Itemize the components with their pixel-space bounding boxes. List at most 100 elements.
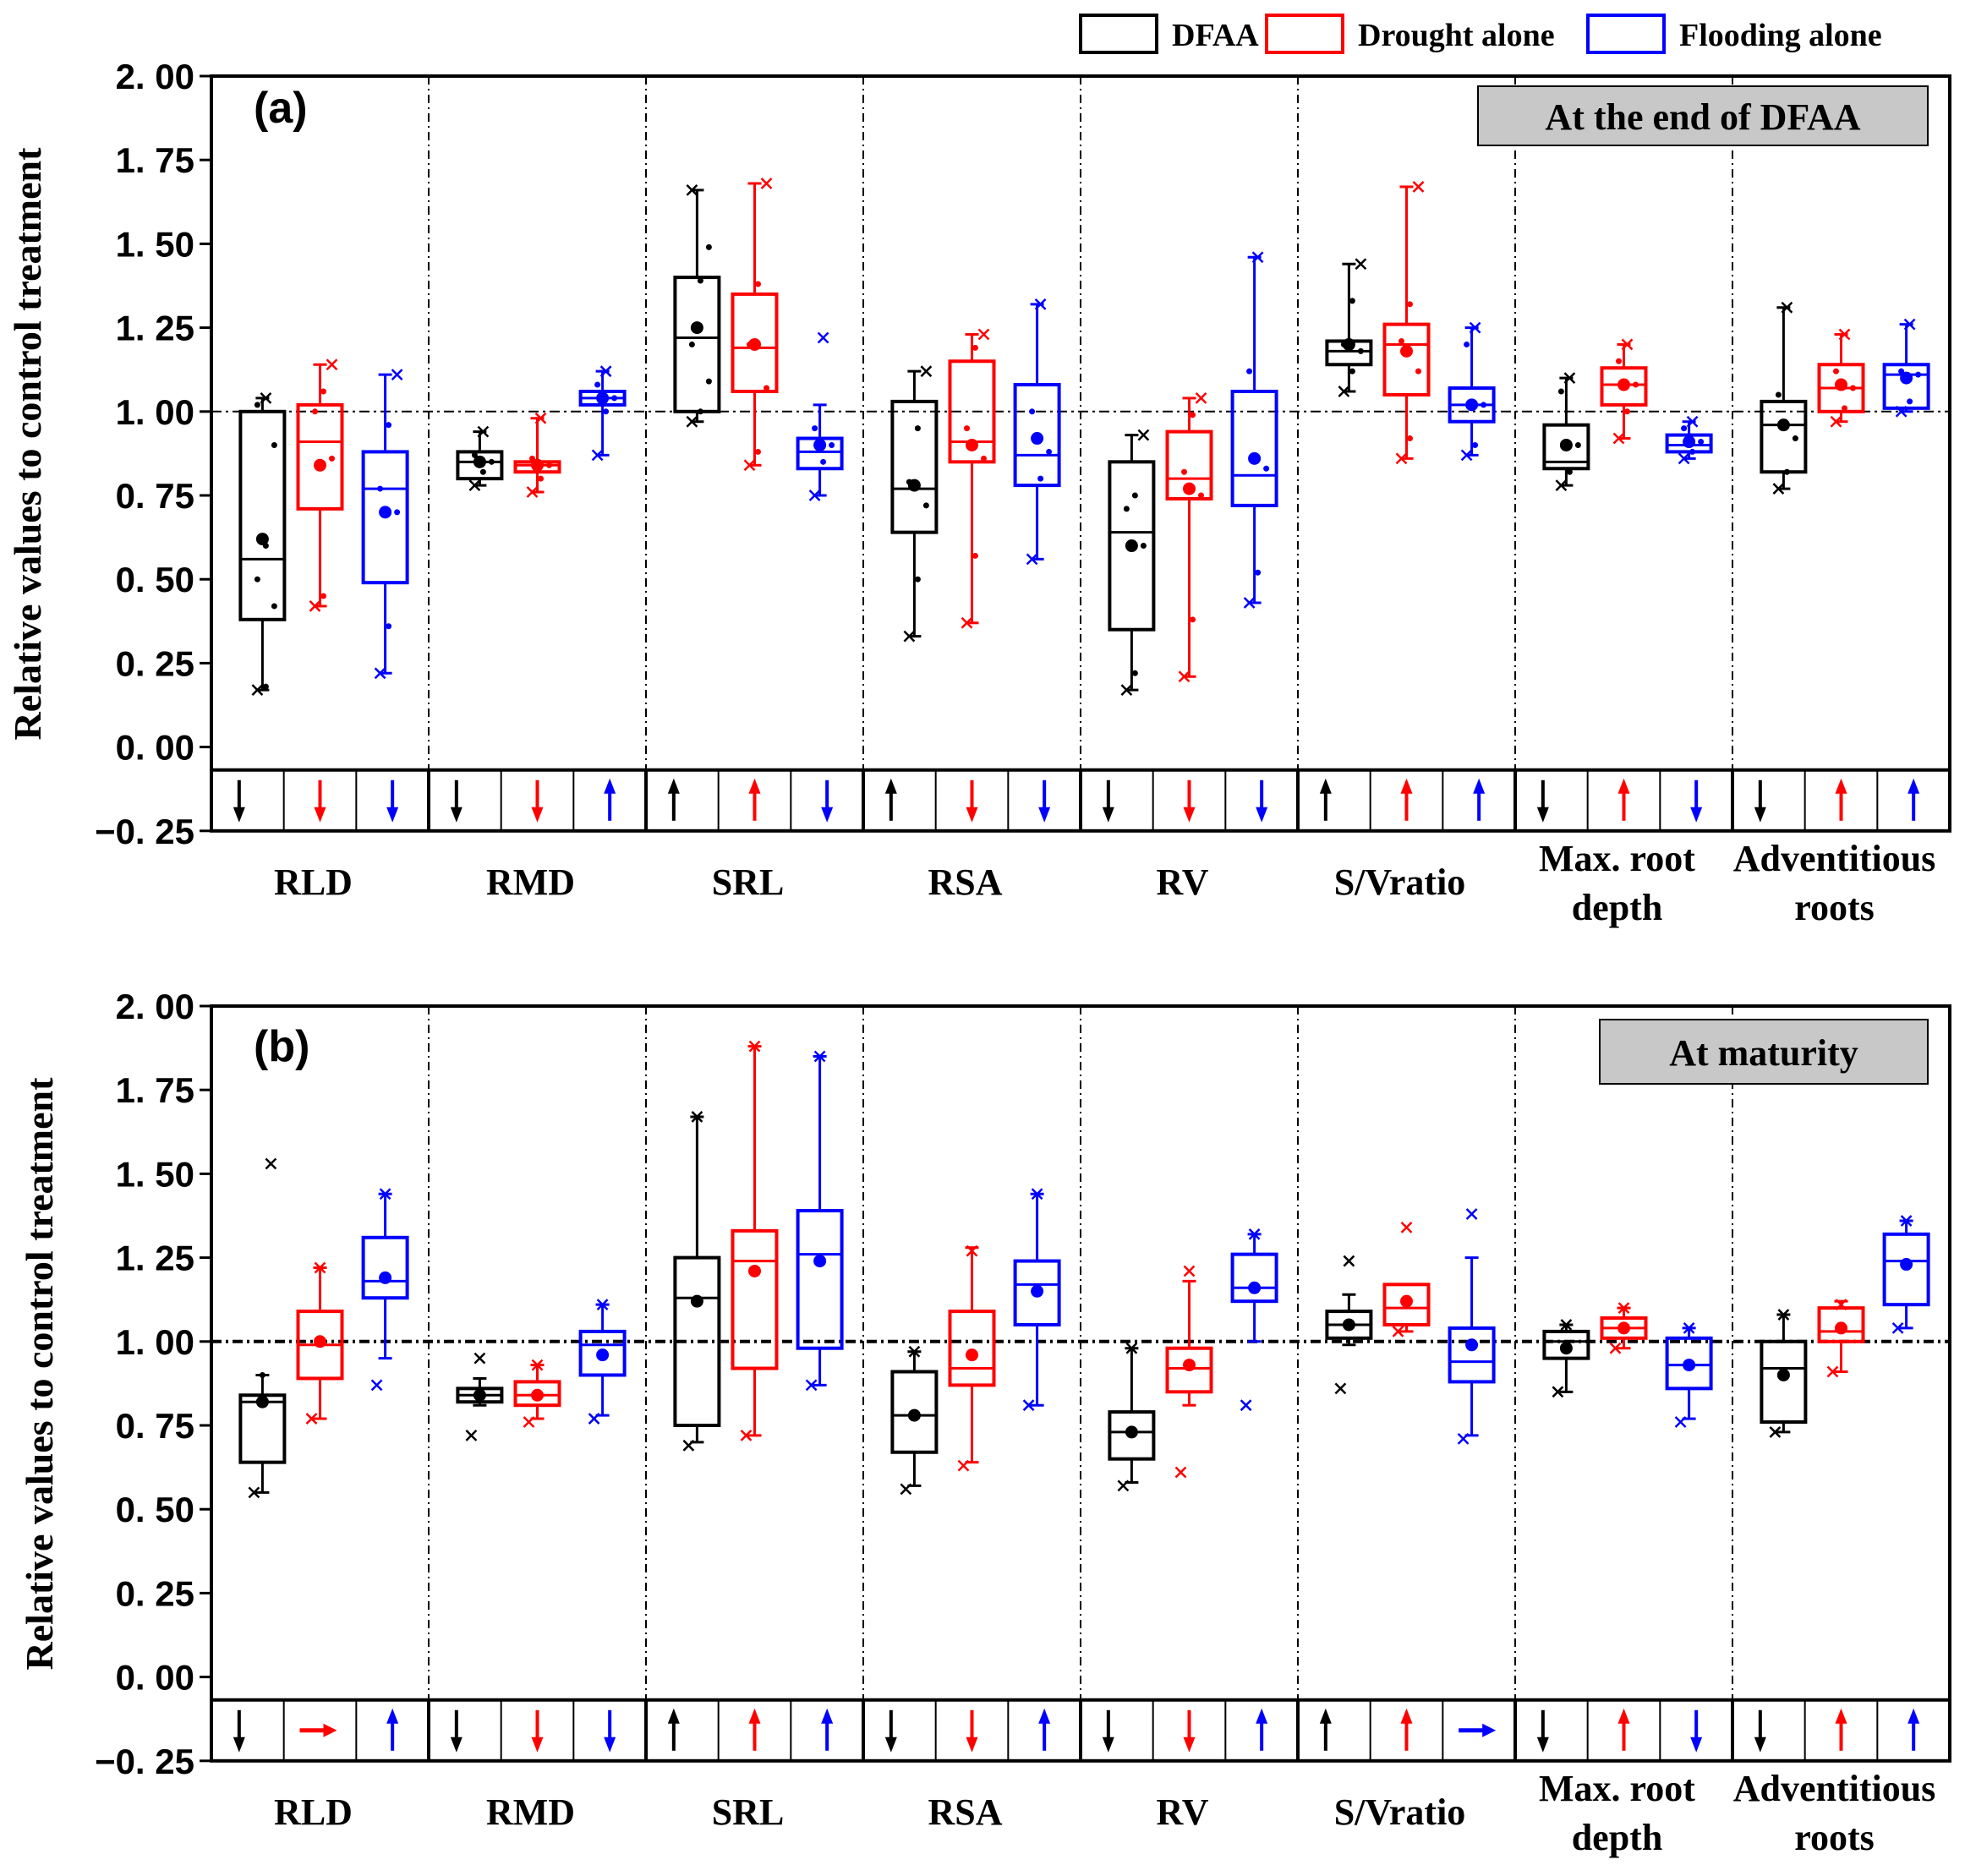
extreme-marker	[596, 1299, 609, 1311]
extreme-marker	[743, 459, 756, 472]
y-tick-label: 0. 00	[116, 1658, 194, 1698]
trend-arrowhead	[1536, 1737, 1549, 1753]
data-point	[329, 455, 335, 462]
box	[1542, 423, 1590, 471]
trend-arrowhead	[1319, 1708, 1332, 1724]
data-point	[259, 1371, 265, 1378]
trend-arrowhead	[1038, 807, 1051, 823]
data-point	[1357, 347, 1364, 354]
data-point	[603, 408, 610, 415]
data-point	[1915, 371, 1922, 378]
extreme-marker	[1835, 1299, 1847, 1311]
extreme-marker	[248, 1486, 260, 1499]
extreme-marker	[748, 1040, 761, 1053]
mean-point	[813, 438, 827, 451]
data-point	[1681, 425, 1688, 432]
box	[1665, 433, 1713, 454]
trend-arrowhead	[667, 778, 680, 794]
mean-point	[1559, 438, 1573, 451]
extreme-marker	[1343, 1255, 1355, 1267]
trend-arrowhead	[1400, 1708, 1413, 1724]
extreme-marker	[374, 667, 386, 680]
category-label: RLD	[274, 1791, 353, 1833]
category-label: RMD	[486, 861, 575, 903]
y-tick-label: 0. 50	[116, 560, 194, 599]
mean-point	[1617, 1321, 1630, 1335]
y-tick-label: −0. 25	[95, 1742, 194, 1781]
data-point	[377, 485, 384, 492]
trend-arrowhead	[1102, 1737, 1114, 1753]
extreme-marker	[326, 358, 338, 371]
extreme-marker	[1838, 328, 1851, 341]
box	[796, 1209, 844, 1350]
panel-b: 2. 00 1. 75 1. 50 1. 25 1. 00 0. 75 0. 50 0. 25…	[18, 987, 1951, 1858]
category-label: RSA	[928, 1791, 1002, 1833]
mean-point	[748, 1264, 761, 1277]
data-point	[1190, 412, 1196, 418]
trend-arrowhead	[604, 778, 616, 794]
extreme-marker	[1621, 338, 1634, 351]
y-tick-label: 0. 25	[116, 643, 194, 683]
extreme-marker	[599, 365, 612, 378]
data-point	[254, 576, 260, 582]
box	[456, 450, 504, 481]
mean-point	[1031, 432, 1044, 446]
box	[1448, 1326, 1496, 1384]
data-point	[1407, 435, 1413, 442]
mean-point	[1248, 451, 1262, 465]
box	[238, 1393, 287, 1464]
mean-point	[907, 479, 921, 492]
data-point	[705, 243, 712, 250]
mean-point	[690, 321, 703, 335]
panel-title: At the end of DFAA	[1545, 96, 1860, 138]
data-point	[320, 388, 326, 395]
extreme-marker	[1674, 1416, 1687, 1428]
data-point	[546, 462, 552, 468]
data-point	[394, 509, 401, 516]
box	[513, 1380, 561, 1408]
data-point	[1464, 341, 1470, 347]
extreme-marker	[900, 1483, 912, 1496]
box	[1165, 1346, 1213, 1394]
y-tick-label: 0. 75	[116, 476, 194, 516]
mean-point	[596, 391, 610, 405]
extreme-marker	[1338, 386, 1350, 397]
trend-arrowhead	[1690, 807, 1703, 823]
trend-arrowhead	[314, 807, 326, 823]
extreme-marker	[1395, 452, 1408, 465]
category-label: RV	[1156, 861, 1208, 903]
data-point	[1624, 408, 1630, 415]
extreme-marker	[370, 1379, 383, 1392]
mean-point	[690, 1294, 703, 1308]
extreme-marker	[1251, 251, 1264, 264]
trend-arrowhead	[884, 778, 897, 794]
mean-point	[1183, 482, 1196, 495]
extreme-marker	[1826, 1365, 1839, 1378]
box	[731, 292, 779, 393]
data-point	[611, 395, 618, 402]
box	[296, 402, 344, 511]
data-point	[1037, 475, 1044, 482]
box	[361, 1235, 409, 1300]
trend-arrowhead	[1183, 1737, 1196, 1753]
data-point	[1131, 492, 1138, 499]
data-point	[262, 683, 269, 690]
mean-point	[1617, 378, 1630, 391]
category-label: Adventitious	[1733, 1768, 1936, 1809]
data-point	[1833, 368, 1839, 375]
trend-arrowhead	[1256, 1708, 1268, 1724]
extreme-marker	[314, 1261, 326, 1274]
mean-point	[966, 438, 978, 451]
extreme-marker	[1174, 1466, 1187, 1479]
data-point	[1198, 492, 1204, 499]
y-axis-label: Relative values to control treatment	[6, 147, 49, 741]
trend-arrowhead	[1319, 778, 1332, 794]
extreme-marker	[1460, 449, 1473, 462]
extreme-marker	[534, 412, 547, 424]
trend-arrowhead	[450, 807, 463, 823]
data-point	[386, 422, 392, 429]
trend-arrowhead	[1908, 778, 1920, 794]
data-point	[1633, 381, 1639, 388]
trend-arrowhead	[1183, 807, 1196, 823]
